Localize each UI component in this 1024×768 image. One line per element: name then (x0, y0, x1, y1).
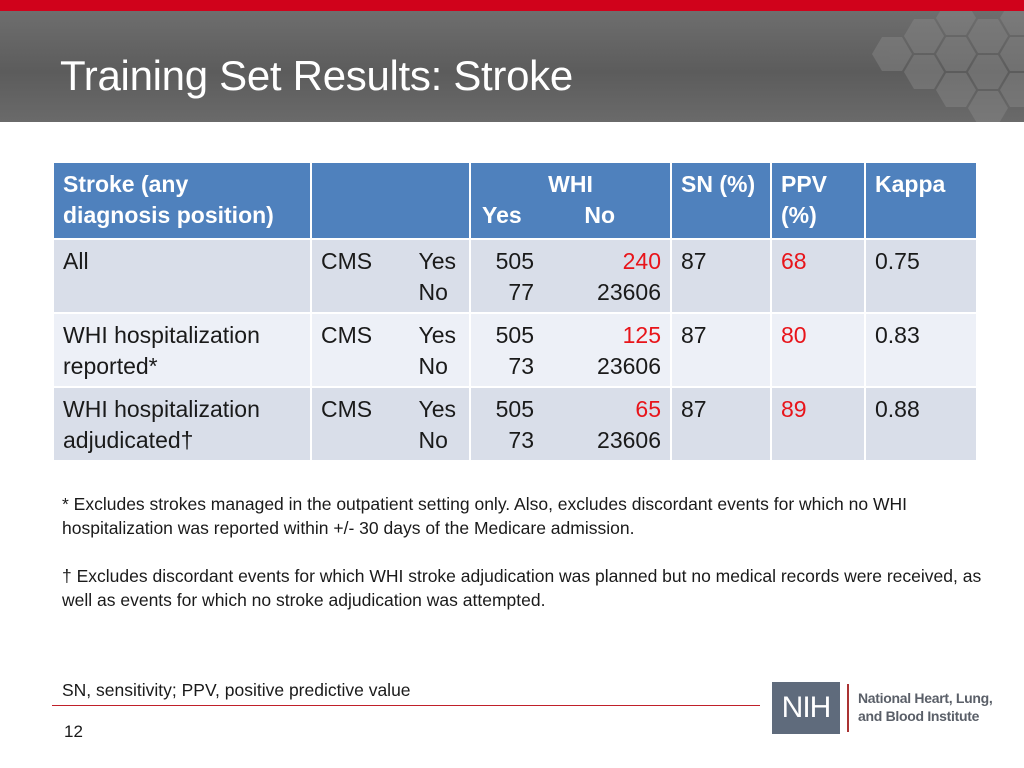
cms-yes: Yes (418, 248, 456, 274)
row-label: WHI hospitalization reported* (54, 314, 310, 386)
count-yes-yes: 505 (495, 248, 534, 274)
slide-title: Training Set Results: Stroke (60, 52, 573, 99)
count-yes-yes: 505 (495, 322, 534, 348)
footnote-dagger: † Excludes discordant events for which W… (62, 566, 982, 610)
footer-divider (52, 705, 760, 706)
header-ppv: PPV (%) (772, 163, 864, 238)
sn-value: 87 (672, 314, 770, 386)
header-sn: SN (%) (672, 163, 770, 238)
count-yes-no: 240 (622, 248, 661, 274)
sn-value: 87 (672, 388, 770, 460)
institute-name-line1: National Heart, Lung, (858, 690, 993, 706)
count-no-no: 23606 (597, 427, 661, 453)
cms-no: No (418, 427, 448, 453)
table-header-row: Stroke (any diagnosis position) WHI Yes N… (54, 163, 976, 238)
title-banner: Training Set Results: Stroke (0, 11, 1024, 122)
kappa-value: 0.75 (866, 240, 976, 312)
cms-label: CMS (321, 322, 373, 348)
row-label: WHI hospitalization adjudicated† (54, 388, 310, 460)
count-no-yes: 77 (508, 279, 534, 305)
header-whi-no: No (584, 202, 615, 228)
top-accent-bar (0, 0, 1024, 11)
count-yes-no: 125 (622, 322, 661, 348)
header-kappa: Kappa (866, 163, 976, 238)
table-row: WHI hospitalization reported* CMS Yes No 5… (54, 314, 976, 386)
nih-logo: NIH (772, 682, 840, 734)
table-row: All CMS Yes No 505 240 77 23606 87 68 0.75 (54, 240, 976, 312)
count-no-yes: 73 (508, 353, 534, 379)
count-yes-yes: 505 (495, 396, 534, 422)
cms-yes: Yes (418, 322, 456, 348)
stroke-results-table: Stroke (any diagnosis position) WHI Yes N… (52, 161, 978, 462)
sn-value: 87 (672, 240, 770, 312)
kappa-value: 0.83 (866, 314, 976, 386)
header-whi-label: WHI (548, 171, 593, 197)
table-row: WHI hospitalization adjudicated† CMS Yes N… (54, 388, 976, 460)
abbreviations-note: SN, sensitivity; PPV, positive predictiv… (62, 680, 411, 700)
row-label: All (54, 240, 310, 312)
cms-no: No (418, 279, 448, 305)
cms-no: No (418, 353, 448, 379)
cms-yes: Yes (418, 396, 456, 422)
header-source (312, 163, 469, 238)
count-no-no: 23606 (597, 279, 661, 305)
count-no-yes: 73 (508, 427, 534, 453)
ppv-value: 80 (772, 314, 864, 386)
cms-label: CMS (321, 396, 373, 422)
header-whi-yes: Yes (482, 202, 522, 228)
count-yes-no: 65 (635, 396, 661, 422)
header-stroke: Stroke (any diagnosis position) (54, 163, 310, 238)
ppv-value: 89 (772, 388, 864, 460)
count-no-no: 23606 (597, 353, 661, 379)
institute-name-line2: and Blood Institute (858, 708, 980, 724)
kappa-value: 0.88 (866, 388, 976, 460)
header-whi: WHI Yes No (471, 163, 670, 238)
footnote-asterisk: * Excludes strokes managed in the outpat… (62, 494, 907, 538)
cms-label: CMS (321, 248, 373, 274)
institute-name: National Heart, Lung, and Blood Institut… (858, 689, 993, 725)
page-number: 12 (64, 722, 83, 741)
hexagon-pattern-decoration (872, 11, 1024, 122)
ppv-value: 68 (772, 240, 864, 312)
logo-divider (847, 684, 849, 732)
